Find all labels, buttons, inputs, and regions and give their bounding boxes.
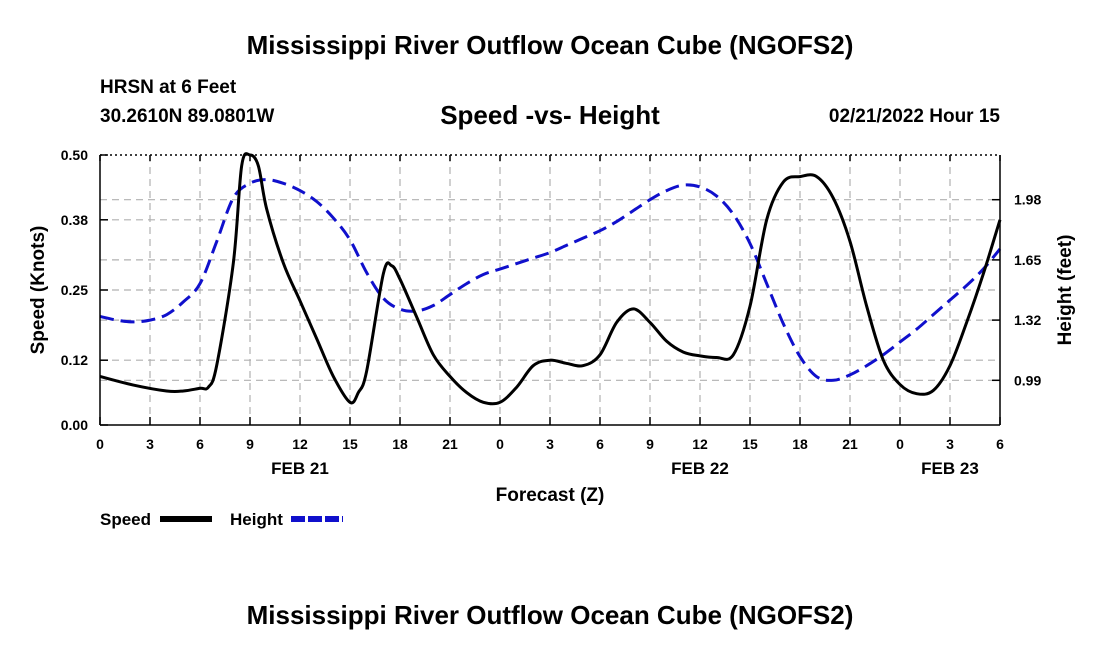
x-tick-label: 12 <box>292 436 308 452</box>
legend-label-speed: Speed <box>100 510 151 529</box>
legend-label-height: Height <box>230 510 283 529</box>
chart-title-repeat: Mississippi River Outflow Ocean Cube (NG… <box>246 600 854 630</box>
y-tick-label: 0.38 <box>61 212 88 228</box>
x-tick-label: 15 <box>742 436 758 452</box>
x-tick-label: 9 <box>646 436 654 452</box>
x-tick-label: 3 <box>546 436 554 452</box>
x-tick-label: 0 <box>896 436 904 452</box>
x-tick-label: 6 <box>196 436 204 452</box>
chart-subtitle: Speed -vs- Height <box>440 100 660 130</box>
x-tick-label: 15 <box>342 436 358 452</box>
x-tick-label: 21 <box>442 436 458 452</box>
date-label: FEB 21 <box>271 459 329 478</box>
x-tick-label: 6 <box>596 436 604 452</box>
y-axis-title: Speed (Knots) <box>28 226 49 355</box>
y2-tick-label: 1.98 <box>1014 192 1041 208</box>
forecast-datetime: 02/21/2022 Hour 15 <box>828 106 1000 127</box>
x-tick-label: 18 <box>792 436 808 452</box>
x-tick-label: 18 <box>392 436 408 452</box>
x-tick-label: 0 <box>96 436 104 452</box>
height-series-line <box>99 178 1002 382</box>
x-tick-label: 21 <box>842 436 858 452</box>
station-coordinates: 30.2610N 89.0801W <box>100 106 275 127</box>
date-label: FEB 23 <box>921 459 979 478</box>
y2-tick-label: 1.65 <box>1014 252 1041 268</box>
y-tick-label: 0.12 <box>61 352 88 368</box>
y-tick-label: 0.50 <box>61 147 88 163</box>
x-tick-label: 12 <box>692 436 708 452</box>
legend: Speed Height <box>100 510 343 529</box>
y2-tick-label: 1.32 <box>1014 312 1041 328</box>
y-tick-label: 0.25 <box>61 282 88 298</box>
y2-axis-title: Height (feet) <box>1055 235 1076 346</box>
chart-title: Mississippi River Outflow Ocean Cube (NG… <box>246 30 854 60</box>
y-tick-label: 0.00 <box>61 417 88 433</box>
x-tick-label: 6 <box>996 436 1004 452</box>
date-label: FEB 22 <box>671 459 729 478</box>
x-tick-label: 3 <box>946 436 954 452</box>
x-tick-label: 9 <box>246 436 254 452</box>
grid <box>100 155 1000 425</box>
axes: 0 3 6 9 12 15 18 21 0 3 6 9 12 15 18 21 0 3 6 FEB 21 FEB 22 F… <box>28 147 1076 506</box>
x-tick-label: 3 <box>146 436 154 452</box>
station-label: HRSN at 6 Feet <box>100 77 237 98</box>
x-tick-label: 0 <box>496 436 504 452</box>
x-axis-title: Forecast (Z) <box>496 485 605 506</box>
y2-tick-label: 0.99 <box>1014 372 1041 388</box>
